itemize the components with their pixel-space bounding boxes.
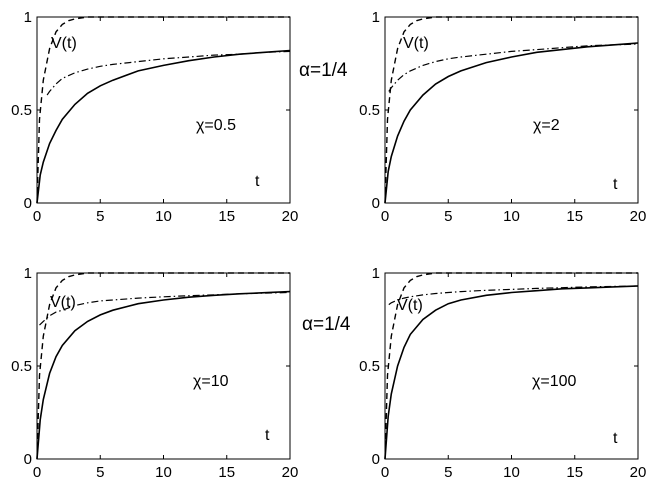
series-dashed-line — [36, 272, 290, 460]
t-label: t — [613, 176, 618, 193]
series-solid-line — [384, 42, 639, 204]
v-of-t-label: V(t) — [397, 297, 423, 314]
parameter-label: χ=100 — [532, 373, 577, 390]
panel-chi-10: 0 5 10 15 20 0 0.5 1 χ=10 t V(t) — [11, 265, 298, 481]
panel-chi-0.5: 0 5 10 15 20 0 0.5 1 χ=0.5 t V(t) — [11, 9, 298, 225]
x-tick-label: 15 — [218, 464, 235, 481]
y-tick-label: 0.5 — [359, 102, 380, 119]
t-label: t — [255, 173, 260, 190]
parameter-label: χ=0.5 — [196, 117, 236, 134]
x-tick-label: 15 — [566, 464, 583, 481]
x-tick-label: 0 — [381, 208, 389, 225]
y-tick-label: 0 — [24, 195, 32, 212]
y-tick-label: 0 — [24, 451, 32, 468]
series-solid-line — [36, 290, 291, 460]
x-tick-label: 10 — [155, 208, 172, 225]
parameter-label: χ=10 — [193, 373, 229, 390]
x-tick-label: 0 — [381, 464, 389, 481]
x-tick-label: 20 — [282, 208, 299, 225]
x-tick-label: 0 — [33, 464, 41, 481]
alpha-label-top: α=1/4 — [299, 60, 348, 81]
x-tick-label: 0 — [33, 208, 41, 225]
x-tick-label: 10 — [503, 208, 520, 225]
axes-frame — [384, 272, 639, 460]
v-of-t-label: V(t) — [50, 294, 76, 311]
t-label: t — [613, 430, 618, 447]
x-tick-label: 15 — [218, 208, 235, 225]
series-dashdot-line — [39, 291, 291, 326]
x-tick-label: 5 — [96, 464, 104, 481]
y-tick-label: 0 — [372, 451, 380, 468]
y-tick-label: 0 — [372, 195, 380, 212]
parameter-label: χ=2 — [533, 117, 560, 134]
y-tick-label: 1 — [372, 265, 380, 282]
x-tick-label: 10 — [155, 464, 172, 481]
series-dashed-line — [36, 16, 290, 204]
x-tick-label: 5 — [96, 208, 104, 225]
t-label: t — [265, 427, 270, 444]
panel-chi-100: 0 5 10 15 20 0 0.5 1 χ=100 t V(t) — [359, 265, 646, 481]
y-tick-label: 1 — [24, 265, 32, 282]
x-tick-label: 20 — [630, 464, 647, 481]
x-tick-label: 20 — [282, 464, 299, 481]
v-of-t-label: V(t) — [403, 35, 429, 52]
x-tick-label: 15 — [566, 208, 583, 225]
alpha-label-bottom: α=1/4 — [302, 314, 351, 335]
panel-chi-2: 0 5 10 15 20 0 0.5 1 χ=2 t V(t) — [359, 9, 646, 225]
y-tick-label: 0.5 — [359, 358, 380, 375]
v-of-t-label: V(t) — [51, 35, 77, 52]
series-solid-line — [384, 285, 639, 460]
x-tick-label: 10 — [503, 464, 520, 481]
x-tick-label: 5 — [444, 464, 452, 481]
x-tick-label: 5 — [444, 208, 452, 225]
series-solid-line — [36, 49, 291, 204]
y-tick-label: 0.5 — [11, 102, 32, 119]
y-tick-label: 1 — [24, 9, 32, 26]
series-dashed-line — [384, 272, 638, 460]
series-dashdot-line — [388, 285, 639, 306]
y-tick-label: 1 — [372, 9, 380, 26]
series-dashdot-line — [388, 43, 639, 92]
x-tick-label: 20 — [630, 208, 647, 225]
y-tick-label: 0.5 — [11, 358, 32, 375]
series-dashed-line — [384, 16, 638, 204]
series-dashdot-line — [46, 50, 291, 96]
